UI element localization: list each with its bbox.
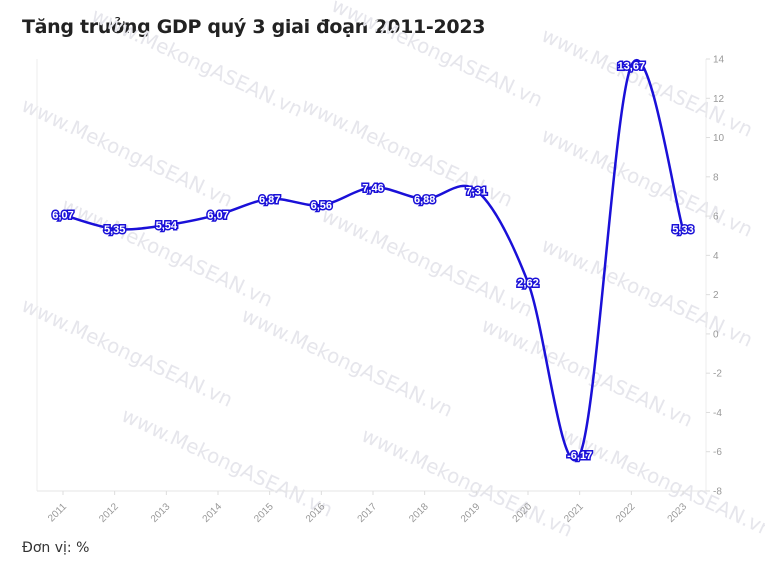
- x-tick-label: 2022: [614, 501, 638, 525]
- watermark-text: www.MekongASEAN.vn: [318, 203, 537, 322]
- data-label: 6,88: [414, 194, 435, 206]
- y-tick-label: 8: [713, 172, 719, 183]
- y-tick-label: 4: [713, 251, 719, 262]
- y-tick-label: -2: [713, 369, 722, 380]
- data-label: 6,56: [311, 200, 332, 212]
- watermark-text: www.MekongASEAN.vn: [478, 313, 697, 432]
- x-tick-label: 2023: [666, 501, 690, 525]
- data-label: 6,07: [52, 210, 73, 222]
- data-labels: 6,07 5,35 5,54 6,07 6,87 6,56 7,46 6,88 7,31 2,62…: [51, 59, 695, 464]
- x-tick-label: 2014: [201, 501, 225, 525]
- watermark-text: www.MekongASEAN.vn: [118, 403, 337, 522]
- data-label: 5,35: [104, 224, 125, 236]
- data-label: 7,46: [362, 182, 383, 194]
- data-label: 6,87: [259, 194, 280, 206]
- x-tick-label: 2015: [252, 501, 276, 525]
- x-tick-label: 2017: [356, 501, 380, 525]
- x-tick-label: 2012: [97, 501, 121, 525]
- y-tick-label: 6: [713, 212, 719, 223]
- watermark-text: www.MekongASEAN.vn: [88, 3, 307, 122]
- watermark-text: www.MekongASEAN.vn: [538, 233, 757, 352]
- x-tick-label: 2019: [459, 501, 483, 525]
- x-tick-label: 2018: [407, 501, 431, 525]
- y-tick-label: -6: [713, 447, 722, 458]
- y-tick-label: 10: [713, 133, 725, 144]
- watermark-text: www.MekongASEAN.vn: [328, 0, 547, 112]
- axes: 14 12 10 8 6 4 2 0 -2 -4 -6 -8 2011 2012 2013 2014 2015 2…: [36, 55, 725, 525]
- data-label: 7,31: [466, 185, 487, 197]
- data-label: 5,54: [156, 220, 178, 232]
- watermark-text: www.MekongASEAN.vn: [558, 423, 765, 542]
- watermark-text: www.MekongASEAN.vn: [58, 193, 277, 312]
- x-tick-label: 2011: [46, 501, 69, 524]
- watermark-text: www.MekongASEAN.vn: [538, 23, 757, 142]
- watermark-layer: www.MekongASEAN.vn www.MekongASEAN.vnwww.…: [18, 0, 765, 542]
- watermark-text: www.MekongASEAN.vn: [18, 293, 237, 412]
- data-label: -6,17: [567, 450, 592, 462]
- data-label: 6,07: [207, 210, 228, 222]
- y-tick-label: 2: [713, 290, 719, 301]
- data-label: 2,62: [517, 277, 538, 289]
- data-label: 13,67: [618, 60, 646, 72]
- y-tick-label: -4: [713, 408, 722, 419]
- unit-note: Đơn vị: %: [22, 540, 90, 556]
- watermark-text: www.MekongASEAN.vn: [18, 93, 237, 212]
- watermark-text: www.MekongASEAN.vn: [238, 303, 457, 422]
- series-line: [62, 59, 685, 462]
- y-tick-label: 14: [713, 55, 725, 66]
- x-tick-label: 2013: [149, 501, 173, 525]
- y-tick-label: 0: [713, 329, 719, 340]
- chart-title: Tăng trưởng GDP quý 3 giai đoạn 2011-202…: [22, 16, 486, 38]
- y-tick-label: -8: [713, 487, 722, 498]
- y-tick-label: 12: [713, 94, 725, 105]
- data-label: 5,33: [672, 224, 693, 236]
